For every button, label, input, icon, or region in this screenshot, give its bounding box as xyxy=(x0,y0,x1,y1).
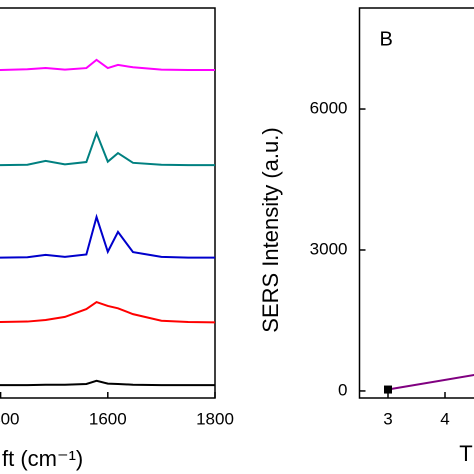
series-line xyxy=(0,213,215,259)
x-axis-label: ft (cm⁻¹) xyxy=(2,446,83,471)
x-axis-label: T xyxy=(459,441,472,466)
series-line xyxy=(0,300,216,324)
series-line xyxy=(0,58,215,72)
y-axis-label: SERS Intensity (a.u.) xyxy=(258,127,283,332)
x-tick-label: 4 xyxy=(440,409,449,428)
x-tick-label: 1600 xyxy=(89,409,127,428)
data-point xyxy=(384,385,392,394)
y-tick-label: 6000 xyxy=(310,99,348,118)
y-tick-label: 3000 xyxy=(310,239,348,258)
y-tick-label: 0 xyxy=(338,380,347,399)
panel-label: B xyxy=(380,28,393,50)
plot-frame xyxy=(358,7,474,399)
plot-frame xyxy=(0,7,216,399)
x-tick-label: 1400 xyxy=(0,409,20,428)
series-line xyxy=(387,373,474,391)
x-tick-label: 1800 xyxy=(196,409,234,428)
series-line xyxy=(0,379,215,387)
series-line xyxy=(0,130,215,167)
x-tick-label: 3 xyxy=(383,409,392,428)
